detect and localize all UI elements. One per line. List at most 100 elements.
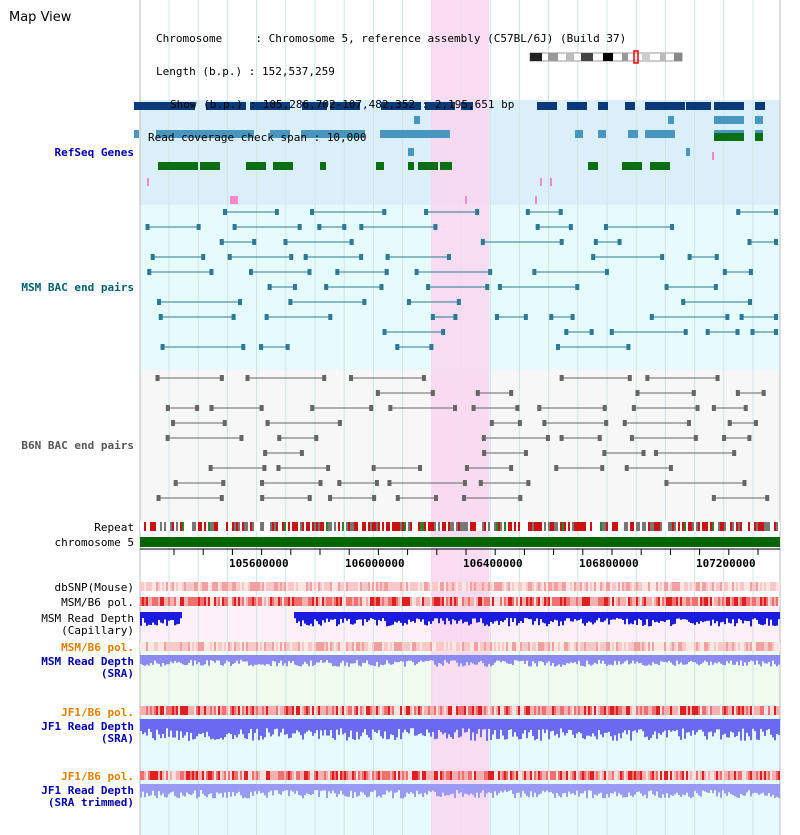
dbsnp-heat-cell [258, 582, 260, 591]
msm-sra-pol-heat-cell [364, 642, 366, 651]
msm-sra-pol-heat-cell [776, 642, 778, 651]
jf1-pol-heat-cell [234, 706, 236, 715]
msm-sra-depth-label[interactable]: MSM Read Depth (SRA) [41, 656, 134, 680]
dbsnp-heat-cell [464, 582, 466, 591]
dbsnp-track-label[interactable]: dbSNP(Mouse) [54, 581, 134, 594]
repeat-element [224, 522, 226, 531]
capillary-depth-bar [160, 612, 162, 623]
msm-pol-heat-cell [448, 597, 450, 606]
jf1-b6-pol-label[interactable]: JF1/B6 pol. [61, 706, 134, 719]
msm-sra-depth-bar [546, 655, 548, 663]
dbsnp-heat-cell [730, 582, 732, 591]
repeat-element [228, 522, 230, 531]
msm-b6-pol-sra-label[interactable]: MSM/B6 pol. [61, 641, 134, 654]
capillary-depth-bar [636, 612, 638, 625]
jf1-sra-depth-bar [532, 719, 534, 736]
msm-sra-depth-bar [212, 655, 214, 661]
msm-pol-heat-cell [470, 597, 472, 606]
jf1-trimmed-pol-heat-cell [564, 771, 566, 780]
msm-pol-heat-cell [218, 597, 220, 606]
refseq-track-label[interactable]: RefSeq Genes [54, 146, 134, 159]
msm-pol-heat-cell [204, 597, 206, 606]
dbsnp-heat-cell [776, 582, 778, 591]
capillary-depth-bar [542, 612, 544, 623]
dbsnp-heat-cell [280, 582, 282, 591]
jf1-trimmed-depth-bar [762, 784, 764, 793]
dbsnp-heat-cell [346, 582, 348, 591]
dbsnp-heat-cell [420, 582, 422, 591]
jf1-pol-heat-cell [162, 706, 164, 715]
chromosome-track-label[interactable]: chromosome 5 [54, 536, 134, 549]
repeat-element [402, 522, 404, 531]
jf1-trimmed-depth-bar [392, 784, 394, 799]
jf1-pol-heat-cell [294, 706, 296, 715]
repeat-track-label[interactable]: Repeat [94, 521, 134, 534]
capillary-depth-bar [400, 612, 402, 623]
msm-sra-pol-heat-cell [534, 642, 536, 651]
msm-sra-pol-heat-cell [654, 642, 656, 651]
msm-bac-track-label[interactable]: MSM BAC end pairs [21, 281, 134, 294]
msm-bac-pair-end [488, 269, 493, 275]
b6n-bac-track-label[interactable]: B6N BAC end pairs [21, 439, 134, 452]
jf1-sra-depth-bar [372, 719, 374, 730]
jf1-trimmed-pol-heat-cell [396, 771, 398, 780]
jf1-b6-pol-trimmed-label[interactable]: JF1/B6 pol. [61, 770, 134, 783]
b6n-bac-pair-end [388, 405, 393, 411]
msm-sra-pol-heat-cell [718, 642, 720, 651]
jf1-trimmed-pol-heat-cell [240, 771, 242, 780]
jf1-pol-heat-cell [158, 706, 160, 715]
msm-pol-heat-cell [684, 597, 686, 606]
msm-capillary-depth-label[interactable]: MSM Read Depth (Capillary) [41, 613, 134, 637]
jf1-trimmed-depth-bar [372, 784, 374, 792]
dbsnp-heat-cell [468, 582, 470, 591]
msm-sra-depth-bar [380, 655, 382, 665]
dbsnp-heat-cell [238, 582, 240, 591]
dbsnp-heat-cell [216, 582, 218, 591]
b6n-bac-pair-end [735, 390, 740, 396]
msm-sra-depth-bar [622, 655, 624, 664]
jf1-trimmed-depth-bar [674, 784, 676, 795]
msm-pol-heat-cell [610, 597, 612, 606]
msm-sra-depth-bar [572, 655, 574, 663]
msm-sra-pol-heat-cell [370, 642, 372, 651]
jf1-trimmed-pol-heat-cell [514, 771, 516, 780]
jf1-trimmed-pol-heat-cell [558, 771, 560, 780]
capillary-depth-bar [360, 612, 362, 620]
capillary-depth-bar [646, 612, 648, 620]
dbsnp-heat-cell [476, 582, 478, 591]
msm-sra-pol-heat-cell [606, 642, 608, 651]
msm-b6-pol-label[interactable]: MSM/B6 pol. [61, 596, 134, 609]
dbsnp-heat-cell [660, 582, 662, 591]
msm-bac-pair-end [591, 254, 596, 260]
repeat-element [386, 522, 388, 531]
msm-sra-pol-heat-cell [202, 642, 204, 651]
msm-pol-heat-cell [680, 597, 682, 606]
length-key: Length (b.p.) : [156, 65, 262, 78]
msm-sra-pol-heat-cell [250, 642, 252, 651]
dbsnp-heat-cell [688, 582, 690, 591]
msm-sra-pol-heat-cell [590, 642, 592, 651]
dbsnp-heat-cell [236, 582, 238, 591]
jf1-sra-depth-bar [716, 719, 718, 730]
jf1-trimmed-depth-label[interactable]: JF1 Read Depth (SRA trimmed) [41, 785, 134, 809]
msm-bac-pair-end [222, 209, 227, 215]
jf1-trimmed-depth-bar [632, 784, 634, 797]
msm-sra-pol-heat-cell [752, 642, 754, 651]
jf1-pol-heat-cell [328, 706, 330, 715]
msm-sra-depth-bar [506, 655, 508, 664]
repeat-element [150, 522, 152, 531]
repeat-element [706, 522, 708, 531]
jf1-pol-heat-cell [688, 706, 690, 715]
msm-sra-pol-heat-cell [474, 642, 476, 651]
jf1-sra-depth-label[interactable]: JF1 Read Depth (SRA) [41, 721, 134, 745]
jf1-sra-depth-bar [772, 719, 774, 738]
repeat-element [476, 522, 478, 531]
b6n-bac-pair-end [732, 450, 737, 456]
jf1-pol-heat-cell [280, 706, 282, 715]
jf1-trimmed-pol-heat-cell [186, 771, 188, 780]
msm-sra-depth-bar [760, 655, 762, 667]
dbsnp-heat-cell [488, 582, 490, 591]
jf1-trimmed-pol-heat-cell [442, 771, 444, 780]
jf1-trimmed-depth-bar [166, 784, 168, 798]
msm-sra-depth-bar [502, 655, 504, 661]
